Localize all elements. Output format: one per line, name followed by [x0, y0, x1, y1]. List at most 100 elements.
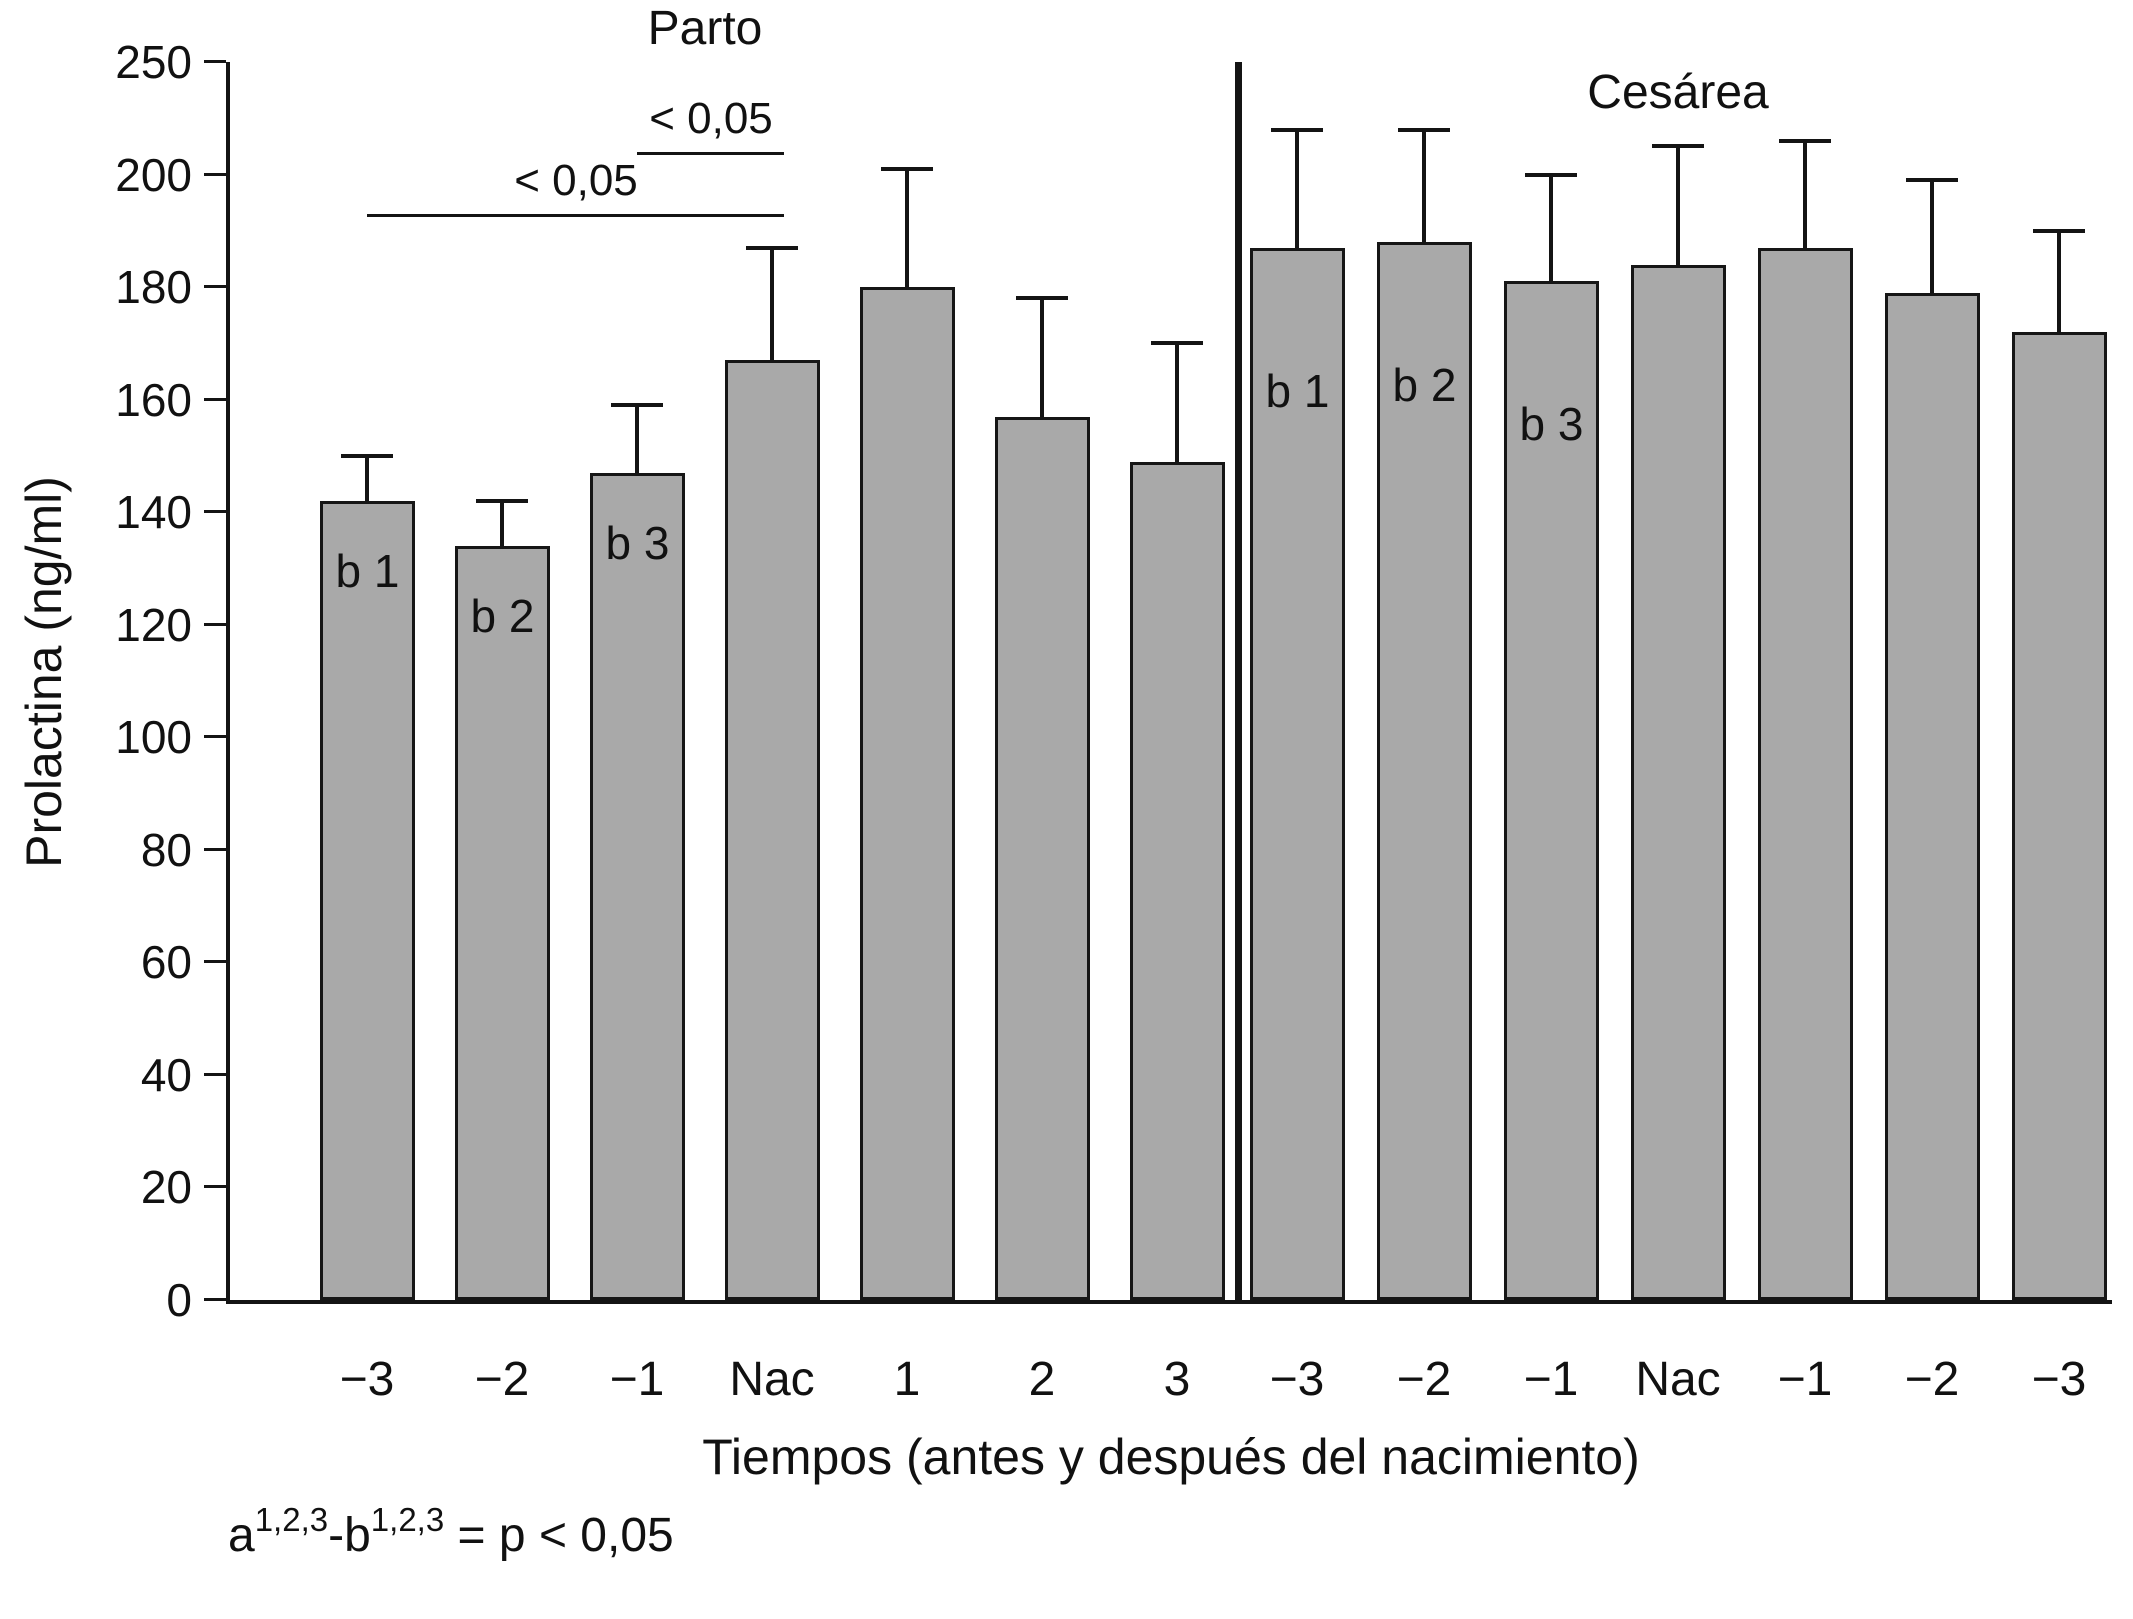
error-bar-cap	[2033, 229, 2085, 233]
error-bar-whisker	[1549, 175, 1553, 281]
y-tick-label: 160	[115, 374, 192, 426]
y-tick-label: 200	[115, 149, 192, 201]
significance-bracket-line	[637, 152, 784, 155]
bar	[590, 473, 685, 1300]
footnote-dash-b: -b	[328, 1509, 371, 1562]
error-bar-cap	[1779, 139, 1831, 143]
bar-annotation: b 1	[1265, 365, 1330, 417]
footnote-superscript-1: 1,2,3	[254, 1501, 329, 1538]
bar	[1631, 265, 1726, 1300]
y-tick-mark	[204, 848, 226, 851]
error-bar-cap	[1016, 296, 1068, 300]
bar	[1758, 248, 1853, 1300]
bar	[2012, 332, 2107, 1300]
y-tick-mark	[204, 60, 226, 63]
error-bar-whisker	[1040, 298, 1044, 417]
error-bar-whisker	[635, 405, 639, 473]
x-tick-label: −3	[339, 1353, 395, 1406]
bar	[1130, 462, 1225, 1300]
x-axis-line	[226, 1300, 2112, 1304]
bar	[995, 417, 1090, 1300]
y-tick-mark	[204, 1298, 226, 1301]
y-tick-label: 120	[115, 599, 192, 651]
error-bar-whisker	[1803, 141, 1807, 248]
error-bar-whisker	[1422, 130, 1426, 242]
y-tick-mark	[204, 285, 226, 288]
x-tick-label: −2	[474, 1353, 530, 1406]
significance-bracket-line	[367, 214, 784, 217]
bar-annotation: b 1	[335, 545, 400, 597]
y-tick-label: 40	[140, 1049, 192, 1101]
group-title-parto: Parto	[647, 2, 763, 55]
x-tick-label: −1	[609, 1353, 665, 1406]
error-bar-cap	[1652, 144, 1704, 148]
bar	[320, 501, 415, 1300]
bar-annotation: b 3	[605, 517, 670, 569]
y-tick-mark	[204, 398, 226, 401]
x-tick-label: −1	[1523, 1353, 1579, 1406]
y-tick-label: 140	[115, 486, 192, 538]
x-tick-label: −3	[1269, 1353, 1325, 1406]
y-tick-mark	[204, 510, 226, 513]
y-tick-label: 250	[115, 36, 192, 88]
error-bar-cap	[746, 246, 798, 250]
error-bar-cap	[1271, 128, 1323, 132]
error-bar-whisker	[1175, 343, 1179, 462]
group-divider-line	[1235, 62, 1242, 1300]
y-tick-label: 20	[140, 1161, 192, 1213]
x-tick-label: 1	[893, 1353, 921, 1406]
x-tick-label: Nac	[1635, 1353, 1721, 1406]
bar	[1885, 293, 1980, 1300]
error-bar-cap	[476, 499, 528, 503]
bar	[860, 287, 955, 1300]
x-tick-label: −3	[2031, 1353, 2087, 1406]
y-tick-mark	[204, 960, 226, 963]
error-bar-whisker	[770, 248, 774, 360]
x-axis-title: Tiempos (antes y después del nacimiento)	[702, 1429, 1640, 1485]
footnote-a: a	[228, 1509, 255, 1562]
error-bar-cap	[341, 454, 393, 458]
error-bar-cap	[611, 403, 663, 407]
footnote: a1,2,3-b1,2,3 = p < 0,05	[228, 1503, 674, 1563]
bar-annotation: b 3	[1519, 398, 1584, 450]
footnote-superscript-2: 1,2,3	[370, 1501, 445, 1538]
x-tick-label: 3	[1163, 1353, 1191, 1406]
error-bar-whisker	[1676, 146, 1680, 265]
error-bar-whisker	[905, 169, 909, 287]
error-bar-cap	[1906, 178, 1958, 182]
error-bar-whisker	[365, 456, 369, 501]
error-bar-cap	[1398, 128, 1450, 132]
bar	[455, 546, 550, 1300]
bar	[1250, 248, 1345, 1300]
y-tick-label: 0	[166, 1274, 192, 1326]
significance-bracket-label: < 0,05	[514, 156, 638, 205]
y-tick-label: 100	[115, 711, 192, 763]
error-bar-cap	[1525, 173, 1577, 177]
group-title-cesarea: Cesárea	[1587, 66, 1769, 119]
y-tick-mark	[204, 735, 226, 738]
y-axis-line	[226, 62, 230, 1300]
bar	[1377, 242, 1472, 1300]
error-bar-whisker	[2057, 231, 2061, 332]
footnote-rest: = p < 0,05	[444, 1509, 674, 1562]
bar-annotation: b 2	[1392, 359, 1457, 411]
error-bar-whisker	[1930, 180, 1934, 293]
bar-annotation: b 2	[470, 590, 535, 642]
significance-bracket-label: < 0,05	[649, 94, 773, 143]
y-tick-mark	[204, 1073, 226, 1076]
error-bar-whisker	[1295, 130, 1299, 248]
y-tick-label: 60	[140, 936, 192, 988]
y-tick-label: 180	[115, 261, 192, 313]
bar	[1504, 281, 1599, 1300]
x-tick-label: −2	[1396, 1353, 1452, 1406]
error-bar-cap	[881, 167, 933, 171]
x-tick-label: −2	[1904, 1353, 1960, 1406]
error-bar-cap	[1151, 341, 1203, 345]
y-tick-mark	[204, 173, 226, 176]
y-tick-mark	[204, 1185, 226, 1188]
x-tick-label: 2	[1028, 1353, 1056, 1406]
error-bar-whisker	[500, 501, 504, 546]
y-tick-label: 80	[140, 824, 192, 876]
bar	[725, 360, 820, 1300]
